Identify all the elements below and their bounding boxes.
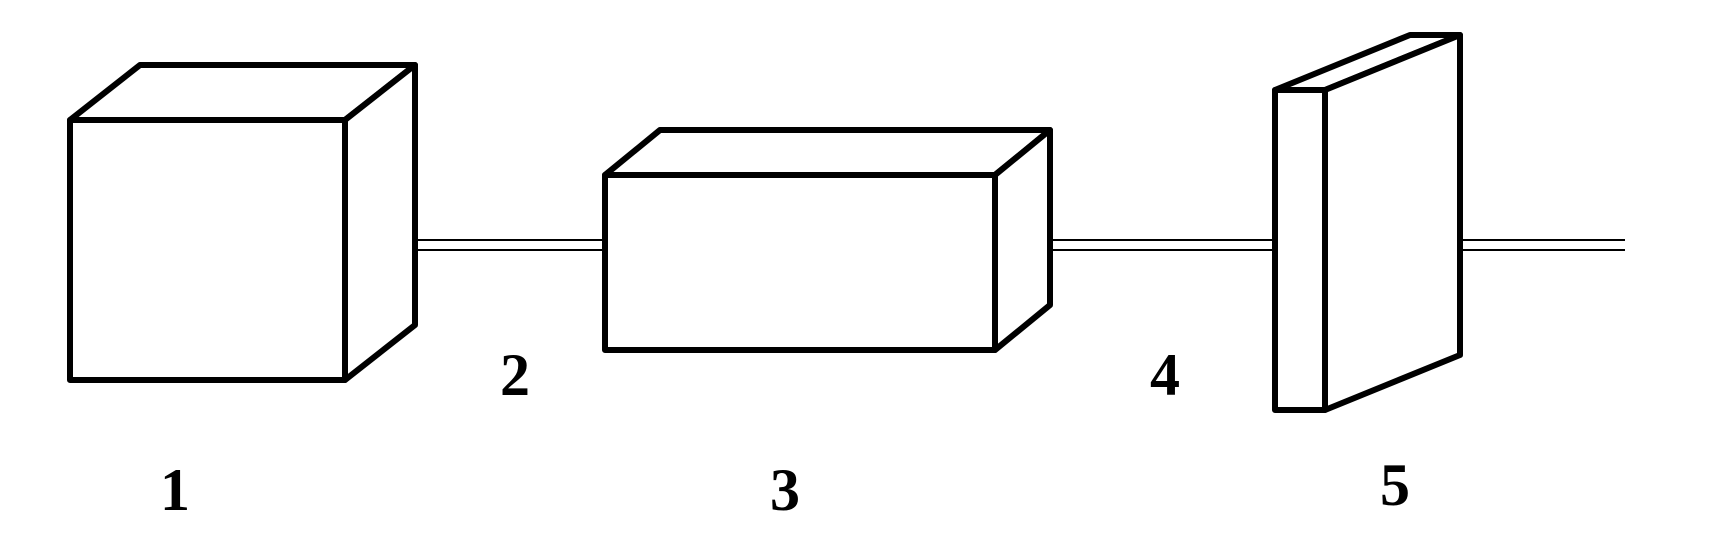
label-2: 2 <box>500 342 530 408</box>
box-3 <box>605 130 1050 350</box>
label-1: 1 <box>160 457 190 523</box>
label-4: 4 <box>1150 342 1180 408</box>
label-5: 5 <box>1380 452 1410 518</box>
box-5 <box>1275 35 1460 410</box>
label-3: 3 <box>770 457 800 523</box>
conn-out <box>1460 240 1625 250</box>
conn-4 <box>1035 240 1275 250</box>
box-1 <box>70 65 415 380</box>
